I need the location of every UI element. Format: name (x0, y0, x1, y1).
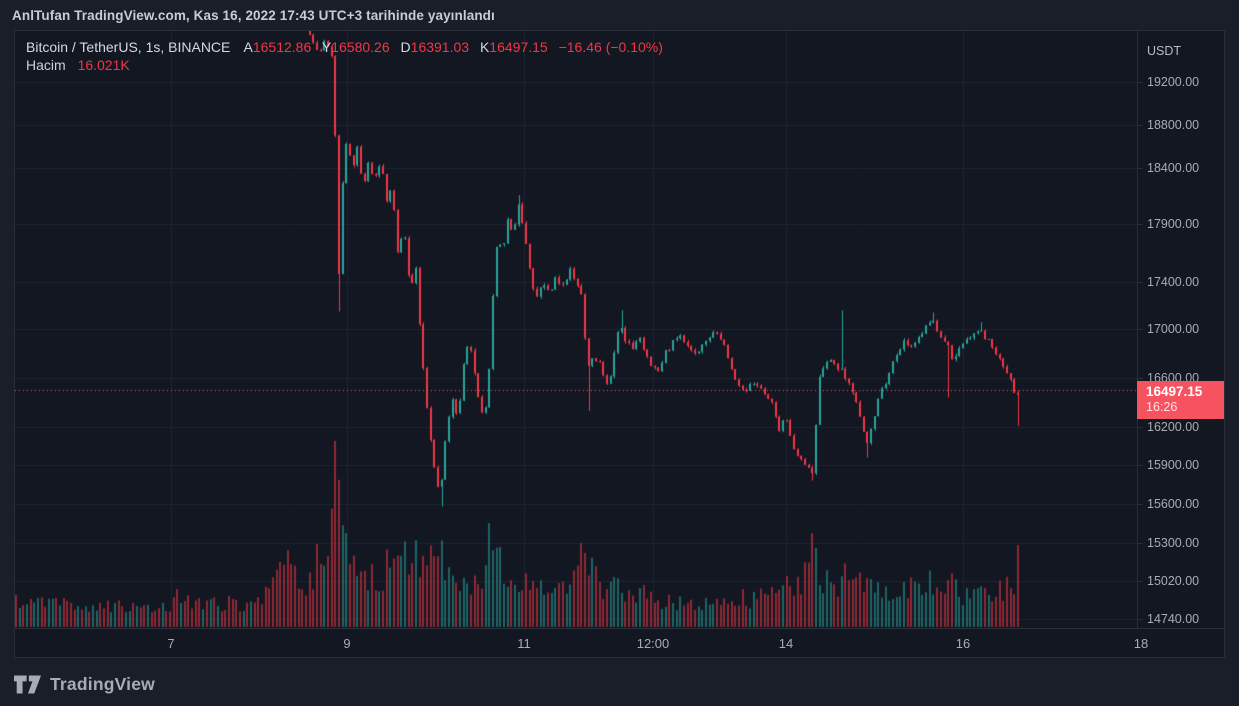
price-tick-label: 16200.00 (1147, 420, 1200, 434)
close-label: K (479, 39, 490, 55)
footer: TradingView (14, 669, 155, 699)
time-tick-label: 18 (1133, 636, 1149, 651)
time-tick-label: 16 (955, 636, 971, 651)
chart-widget: Bitcoin / TetherUS, 1s, BINANCE A16512.8… (14, 30, 1225, 658)
last-price-value: 16497.15 (1146, 384, 1203, 399)
low-label: D (400, 39, 411, 55)
price-tick-label: 18800.00 (1147, 118, 1200, 132)
low-value: 16391.03 (410, 39, 470, 55)
time-tick-label: 14 (778, 636, 794, 651)
publication-byline-bar: AnlTufan TradingView.com, Kas 16, 2022 1… (0, 0, 1239, 30)
price-tick-label: 14740.00 (1147, 612, 1200, 626)
tradingview-logo-icon[interactable] (14, 675, 41, 694)
price-tickmark (1138, 543, 1143, 544)
price-chart-canvas[interactable] (15, 31, 1137, 628)
time-tick-label: 9 (343, 636, 351, 651)
tradingview-wordmark[interactable]: TradingView (50, 673, 155, 694)
price-tickmark (1138, 125, 1143, 126)
last-price-badge: 16497.15 16:26 (1137, 381, 1224, 419)
price-tick-label: 15600.00 (1147, 497, 1200, 511)
price-tickmark (1138, 619, 1143, 620)
volume-label: Hacim (26, 57, 66, 73)
price-tickmark (1138, 224, 1143, 225)
close-value: 16497.15 (489, 39, 548, 55)
change-value: −16.46 (−0.10%) (558, 39, 663, 55)
price-tickmark (1138, 378, 1143, 379)
price-tickmark (1138, 282, 1143, 283)
time-tick-label: 7 (167, 636, 175, 651)
price-tickmark (1138, 504, 1143, 505)
price-axis[interactable]: USDT 19200.00 18800.00 18400.00 17900.00 174… (1137, 31, 1224, 628)
price-tickmark (1138, 168, 1143, 169)
price-tick-label: 17900.00 (1147, 217, 1200, 231)
high-value: 16580.26 (331, 39, 390, 55)
time-tick-label: 11 (517, 636, 531, 651)
price-tickmark (1138, 82, 1143, 83)
symbol-title[interactable]: Bitcoin / TetherUS, 1s, BINANCE (26, 39, 231, 55)
price-axis-unit: USDT (1147, 44, 1182, 58)
time-tick-label: 12:00 (636, 636, 670, 651)
price-tick-label: 17400.00 (1147, 275, 1200, 289)
legend-volume-row: Hacim 16.021K (26, 56, 663, 74)
legend-symbol-row: Bitcoin / TetherUS, 1s, BINANCE A16512.8… (26, 38, 663, 56)
price-tick-label: 15300.00 (1147, 536, 1200, 550)
publication-byline: AnlTufan TradingView.com, Kas 16, 2022 1… (12, 7, 495, 23)
price-tick-label: 15900.00 (1147, 458, 1200, 472)
open-label: A (243, 39, 253, 55)
chart-legend: Bitcoin / TetherUS, 1s, BINANCE A16512.8… (26, 38, 663, 74)
price-tickmark (1138, 329, 1143, 330)
price-tick-label: 17000.00 (1147, 322, 1200, 336)
volume-value: 16.021K (77, 57, 130, 73)
price-tickmark (1138, 581, 1143, 582)
high-label: Y (321, 39, 332, 55)
price-tick-label: 19200.00 (1147, 75, 1200, 89)
bar-countdown: 16:26 (1146, 400, 1178, 414)
time-axis[interactable]: 7 9 11 12:00 14 16 18 (15, 628, 1224, 657)
open-value: 16512.86 (252, 39, 312, 55)
price-tick-label: 18400.00 (1147, 161, 1200, 175)
price-tick-label: 15020.00 (1147, 574, 1200, 588)
price-tickmark (1138, 427, 1143, 428)
price-tickmark (1138, 465, 1143, 466)
